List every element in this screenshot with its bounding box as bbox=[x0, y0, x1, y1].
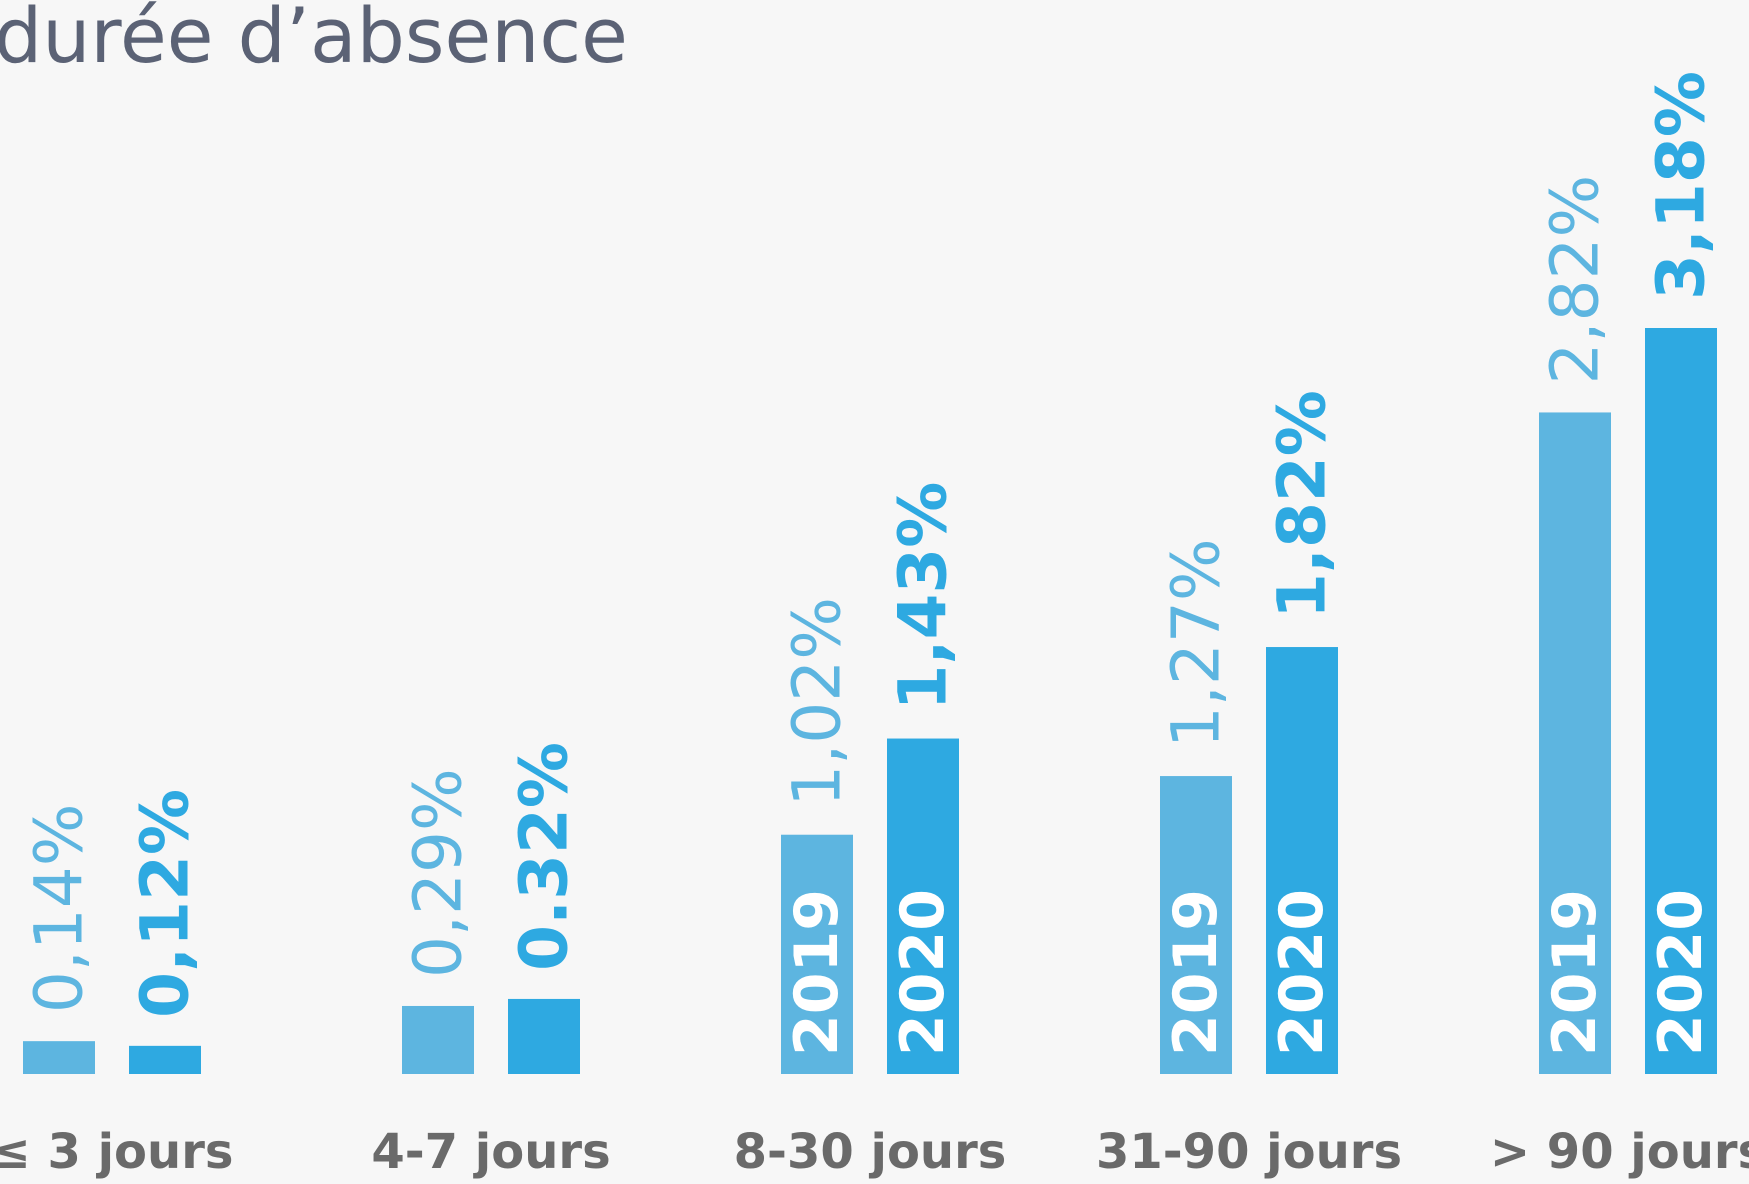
value-label: 0,29% bbox=[400, 768, 477, 978]
bar bbox=[1645, 328, 1717, 1074]
bar bbox=[508, 998, 580, 1074]
value-label: 1,27% bbox=[1158, 538, 1235, 748]
bar bbox=[129, 1045, 201, 1074]
x-tick-label: > 90 jours bbox=[1490, 1124, 1749, 1180]
x-tick-label: 8-30 jours bbox=[734, 1124, 1007, 1180]
value-label: 0,14% bbox=[21, 803, 98, 1013]
x-tick-label: 31-90 jours bbox=[1096, 1124, 1402, 1180]
series-label: 2019 bbox=[1161, 889, 1231, 1056]
bar bbox=[781, 834, 853, 1074]
bar bbox=[1266, 647, 1338, 1074]
series-label: 2020 bbox=[1267, 889, 1337, 1056]
value-label: 3,18% bbox=[1643, 71, 1720, 300]
bar bbox=[23, 1041, 95, 1074]
value-label: 2,82% bbox=[1537, 175, 1614, 385]
series-label: 2020 bbox=[1646, 889, 1716, 1056]
series-label: 2019 bbox=[1540, 889, 1610, 1056]
value-label: 0.32% bbox=[506, 742, 583, 971]
series-label: 2020 bbox=[888, 889, 958, 1056]
bar bbox=[1539, 412, 1611, 1074]
value-label: 1,43% bbox=[885, 482, 962, 711]
bar bbox=[402, 1005, 474, 1074]
value-label: 0,12% bbox=[127, 789, 204, 1018]
bar bbox=[1160, 776, 1232, 1074]
x-tick-label: ≤ 3 jours bbox=[0, 1124, 233, 1180]
bar bbox=[887, 738, 959, 1074]
chart-title: durée d’absence bbox=[0, 0, 628, 80]
value-label: 1,02% bbox=[779, 597, 856, 807]
series-label: 2019 bbox=[782, 889, 852, 1056]
x-tick-label: 4-7 jours bbox=[371, 1124, 610, 1180]
value-label: 1,82% bbox=[1264, 390, 1341, 619]
